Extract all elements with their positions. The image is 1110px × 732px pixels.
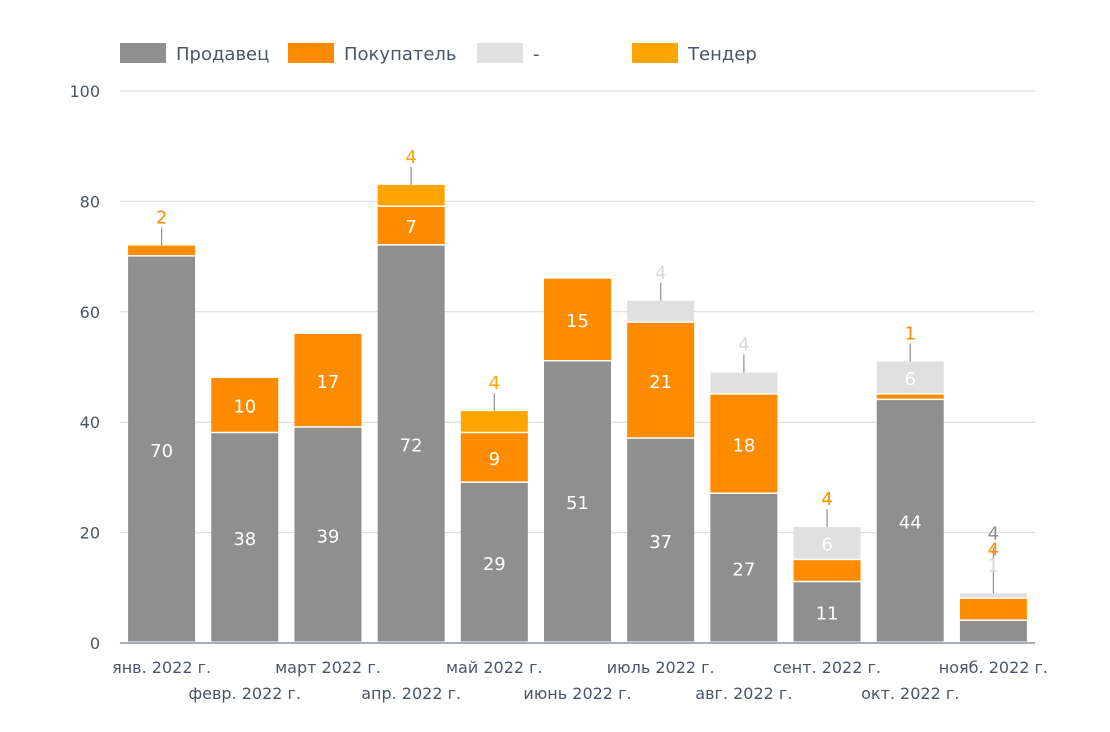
bar-segment bbox=[460, 433, 528, 482]
legend-swatch bbox=[632, 43, 678, 63]
data-label: 17 bbox=[317, 372, 340, 393]
bar-segment bbox=[544, 361, 611, 642]
bar-segment bbox=[460, 411, 528, 432]
data-label: 1 bbox=[988, 555, 999, 576]
data-label: 38 bbox=[233, 529, 256, 550]
bar-segment bbox=[876, 400, 944, 642]
data-label: 21 bbox=[649, 372, 672, 393]
bar-segment bbox=[627, 438, 695, 642]
bar-segment bbox=[710, 493, 778, 642]
legend-swatch bbox=[288, 43, 334, 63]
y-tick-label: 80 bbox=[80, 192, 100, 211]
bar-segment bbox=[627, 300, 695, 322]
x-tick-label: февр. 2022 г. bbox=[188, 684, 301, 703]
data-label: 4 bbox=[988, 523, 999, 544]
data-label: 70 bbox=[150, 441, 173, 462]
y-tick-label: 20 bbox=[80, 524, 100, 543]
legend-swatch bbox=[120, 43, 166, 63]
legend-label: - bbox=[533, 44, 540, 65]
bar-segment bbox=[460, 482, 528, 642]
legend-label: Тендер bbox=[687, 44, 757, 65]
x-tick-label: окт. 2022 г. bbox=[861, 684, 959, 703]
data-label: 39 bbox=[317, 526, 340, 547]
x-tick-label: авг. 2022 г. bbox=[695, 684, 792, 703]
bar-segment bbox=[128, 256, 196, 642]
bar-segment bbox=[793, 527, 861, 559]
y-tick-label: 0 bbox=[90, 634, 100, 653]
x-tick-label: май 2022 г. bbox=[446, 658, 543, 677]
bar-segment bbox=[377, 245, 445, 642]
bar-segment bbox=[294, 333, 362, 427]
data-label: 4 bbox=[655, 263, 666, 284]
data-label: 9 bbox=[489, 449, 500, 470]
x-tick-label: апр. 2022 г. bbox=[361, 684, 461, 703]
data-label: 18 bbox=[732, 435, 755, 456]
bar-segment bbox=[710, 394, 778, 493]
x-tick-label: сент. 2022 г. bbox=[773, 658, 881, 677]
data-label: 1 bbox=[905, 323, 916, 344]
data-label: 4 bbox=[489, 373, 500, 394]
bar-segment bbox=[793, 560, 861, 581]
data-label: 44 bbox=[899, 513, 922, 534]
bar-segment bbox=[959, 598, 1027, 620]
y-tick-label: 40 bbox=[80, 413, 100, 432]
data-label: 4 bbox=[988, 539, 999, 560]
bar-segment bbox=[211, 433, 279, 642]
bar-segment bbox=[377, 206, 445, 245]
x-tick-label: март 2022 г. bbox=[275, 658, 381, 677]
bar-segment bbox=[710, 372, 778, 394]
legend-swatch bbox=[477, 43, 523, 63]
bar-segment bbox=[128, 245, 196, 256]
data-label: 11 bbox=[816, 604, 839, 625]
bar-segment bbox=[876, 394, 944, 399]
bar-segment bbox=[544, 278, 611, 360]
data-label: 2 bbox=[156, 208, 167, 229]
data-label: 10 bbox=[233, 397, 256, 418]
x-tick-label: нояб. 2022 г. bbox=[939, 658, 1048, 677]
legend-label: Продавец bbox=[176, 44, 269, 65]
data-label: 6 bbox=[905, 369, 916, 390]
bar-segment bbox=[793, 582, 861, 642]
data-label: 4 bbox=[405, 147, 416, 168]
data-label: 51 bbox=[566, 493, 589, 514]
bar-segment bbox=[294, 427, 362, 642]
data-label: 4 bbox=[738, 335, 749, 356]
data-label: 72 bbox=[400, 435, 423, 456]
bar-segment bbox=[377, 184, 445, 206]
bar-segment bbox=[959, 593, 1027, 598]
bar-segment bbox=[627, 322, 695, 438]
x-tick-label: июнь 2022 г. bbox=[523, 684, 631, 703]
data-label: 6 bbox=[821, 535, 832, 556]
x-tick-label: янв. 2022 г. bbox=[112, 658, 211, 677]
bar-segment bbox=[876, 361, 944, 394]
y-tick-label: 60 bbox=[80, 303, 100, 322]
data-label: 29 bbox=[483, 554, 506, 575]
data-label: 4 bbox=[821, 489, 832, 510]
data-label: 7 bbox=[405, 217, 416, 238]
y-tick-label: 100 bbox=[69, 82, 100, 101]
bar-segment bbox=[211, 378, 279, 432]
legend-label: Покупатель bbox=[344, 44, 457, 65]
x-tick-label: июль 2022 г. bbox=[607, 658, 715, 677]
data-label: 27 bbox=[732, 559, 755, 580]
data-label: 37 bbox=[649, 532, 672, 553]
bar-segment bbox=[959, 620, 1027, 642]
data-label: 15 bbox=[566, 311, 589, 332]
